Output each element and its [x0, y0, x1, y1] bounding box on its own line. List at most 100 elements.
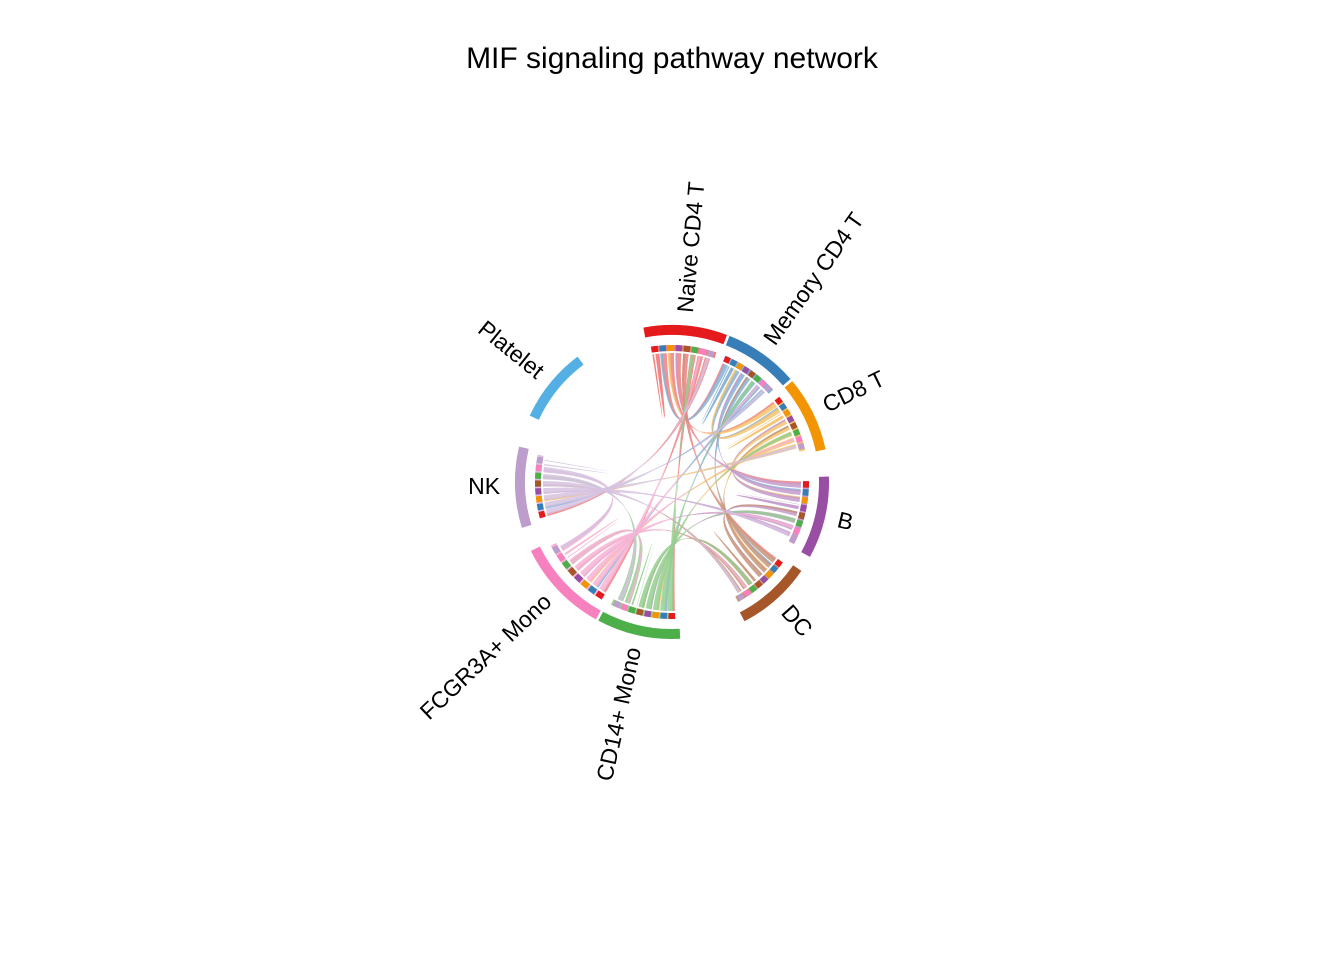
inner-track-segment: [698, 347, 707, 356]
chord-nk-to-cd8-t: [543, 445, 797, 501]
inner-track-segment: [729, 358, 738, 367]
inner-track-segment: [723, 355, 731, 364]
inner-track-segment: [769, 564, 779, 574]
inner-track-segment: [628, 606, 637, 614]
chord-cd14-mono-to-naive-cd4-t: [667, 354, 695, 611]
inner-track-segment: [535, 495, 543, 503]
inner-track-segment: [786, 415, 795, 424]
inner-track-segment: [802, 489, 809, 496]
chord-fcgr3a-mono-to-cd14-mono: [569, 529, 643, 604]
inner-track-segment: [735, 362, 744, 371]
sector-label-dc: DC: [776, 599, 817, 641]
inner-track-segment: [691, 346, 699, 354]
inner-track-segment: [753, 374, 762, 383]
sector-label-naive-cd4-t: Naive CD4 T: [672, 181, 709, 314]
inner-track-segment: [736, 592, 745, 602]
inner-track-segment: [774, 396, 783, 406]
inner-track-segment: [556, 552, 566, 562]
chord-memory-cd4-t-to-naive-cd4-t: [660, 353, 729, 421]
chord-cd8-t-to-memory-cd4-t: [711, 369, 781, 440]
inner-track-segment: [782, 408, 791, 418]
inner-track-segment: [741, 366, 750, 375]
inner-track-segment: [668, 612, 676, 619]
inner-track-segment: [801, 496, 809, 504]
inner-track-segment: [538, 510, 546, 519]
sector-arc-memory-cd4-t: [725, 335, 791, 386]
inner-target-track: [535, 345, 809, 619]
chord-links: [543, 352, 801, 611]
inner-track-segment: [758, 379, 767, 388]
inner-track-segment: [536, 503, 544, 511]
inner-track-segment: [595, 590, 605, 600]
inner-track-segment: [536, 456, 544, 464]
inner-track-segment: [795, 519, 804, 528]
inner-track-segment: [797, 442, 805, 450]
chord-nk-to-cd14-mono: [543, 473, 636, 601]
sector-arc-fcgr3a-mono: [530, 546, 601, 620]
sector-label-b: B: [835, 506, 856, 535]
inner-track-segment: [706, 349, 715, 358]
inner-track-segment: [747, 370, 756, 379]
inner-track-segment: [792, 526, 801, 535]
inner-track-segment: [580, 579, 591, 589]
inner-track-segment: [561, 559, 572, 570]
sector-label-platelet: Platelet: [473, 315, 549, 384]
inner-track-segment: [754, 580, 763, 589]
inner-track-segment: [551, 544, 561, 555]
inner-track-segment: [675, 345, 683, 352]
inner-track-segment: [667, 345, 675, 352]
inner-track-segment: [765, 570, 774, 579]
chord-dc-to-b: [723, 504, 798, 578]
chord-memory-cd4-t-to-memory-cd4-t: [700, 366, 734, 426]
inner-track-segment: [797, 512, 806, 520]
sector-labels: Naive CD4 T Memory CD4 T CD8 T B DC CD14+ Mon…: [415, 181, 889, 784]
sector-arc-cd14-mono: [598, 611, 681, 639]
inner-track-segment: [792, 428, 801, 437]
chord-memory-cd4-t-to-cd8-t: [711, 369, 779, 439]
inner-track-segment: [683, 345, 691, 353]
inner-track-segment: [567, 566, 577, 577]
outer-sector-track: [515, 325, 829, 639]
inner-track-segment: [795, 435, 803, 444]
sector-label-cd14-mono: CD14+ Mono: [591, 645, 646, 784]
inner-track-segment: [763, 384, 772, 393]
inner-track-segment: [573, 573, 584, 583]
inner-track-segment: [748, 584, 758, 593]
sector-arc-cd8-t: [784, 381, 826, 452]
inner-track-segment: [635, 608, 644, 616]
inner-track-base: [650, 345, 717, 359]
sector-arc-b: [801, 476, 829, 557]
chord-cd14-mono-to-dc: [638, 538, 753, 608]
chord-naive-cd4-t-to-naive-cd4-t: [652, 353, 665, 419]
chord-nk-to-nk: [544, 459, 609, 474]
chord-cd14-mono-to-nk: [543, 475, 637, 602]
sector-arc-platelet: [529, 356, 584, 420]
inner-track-segment: [789, 534, 798, 543]
sector-arc-dc: [739, 565, 802, 622]
chord-nk-to-b: [543, 487, 791, 537]
inner-track-segment: [620, 603, 629, 612]
chord-cd14-mono-to-cd14-mono: [631, 543, 655, 607]
inner-track-segment: [651, 345, 659, 353]
sector-label-cd8-t: CD8 T: [818, 365, 889, 417]
chord-naive-cd4-t-to-memory-cd4-t: [661, 353, 725, 421]
chord-memory-cd4-t-to-fcgr3a-mono: [595, 384, 761, 588]
chart-title: MIF signaling pathway network: [466, 42, 878, 75]
chord-naive-cd4-t-to-cd14-mono: [671, 354, 696, 611]
inner-track-segment: [759, 575, 769, 584]
inner-track-segment: [802, 481, 809, 488]
inner-track-segment: [778, 402, 788, 411]
inner-track-segment: [643, 610, 652, 618]
sector-label-fcgr3a-mono: FCGR3A+ Mono: [415, 588, 557, 724]
inner-track-segment: [789, 421, 798, 430]
inner-track-segment: [799, 504, 807, 512]
inner-track-segment: [587, 585, 598, 595]
inner-track-segment: [535, 472, 542, 479]
inner-track-segment: [774, 559, 783, 568]
chord-fcgr3a-mono-to-dc: [574, 529, 747, 589]
sector-label-memory-cd4-t: Memory CD4 T: [758, 208, 869, 350]
inner-track-base: [610, 599, 676, 619]
inner-track-segment: [612, 600, 622, 609]
inner-track-segment: [659, 345, 667, 352]
